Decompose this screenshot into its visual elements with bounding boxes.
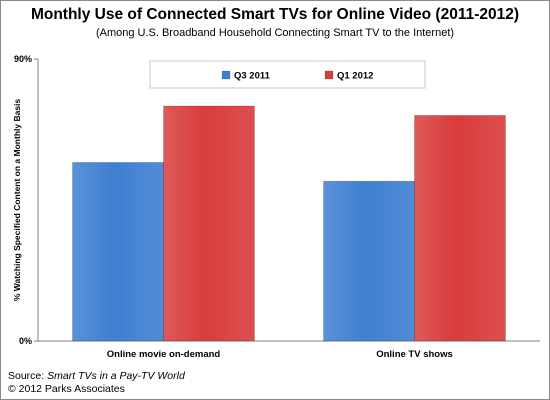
legend-label: Q1 2012 bbox=[337, 71, 373, 82]
x-tick-label: Online TV shows bbox=[376, 349, 453, 360]
copyright-text: © 2012 Parks Associates bbox=[8, 383, 125, 395]
y-tick-label: 0% bbox=[19, 336, 32, 346]
source-note: Source: Smart TVs in a Pay-TV World © 20… bbox=[8, 370, 185, 396]
bar-q1-2012 bbox=[163, 105, 255, 342]
chart-subtitle: (Among U.S. Broadband Household Connecti… bbox=[95, 27, 455, 39]
source-title: Smart TVs in a Pay-TV World bbox=[47, 370, 185, 382]
bar-q3-2011 bbox=[72, 162, 164, 342]
x-tick-label: Online movie on-demand bbox=[107, 349, 221, 360]
source-prefix: Source: bbox=[8, 370, 48, 382]
chart-title: Monthly Use of Connected Smart TVs for O… bbox=[30, 6, 520, 23]
legend-swatch bbox=[221, 70, 231, 80]
y-tick-label: 90% bbox=[14, 54, 32, 64]
y-axis-title: % Watching Specified Content on a Monthl… bbox=[12, 99, 22, 302]
legend-swatch bbox=[324, 70, 334, 80]
bar-q1-2012 bbox=[414, 115, 506, 342]
legend-box bbox=[149, 60, 426, 89]
bar-q3-2011 bbox=[323, 180, 415, 342]
legend-label: Q3 2011 bbox=[234, 71, 271, 82]
